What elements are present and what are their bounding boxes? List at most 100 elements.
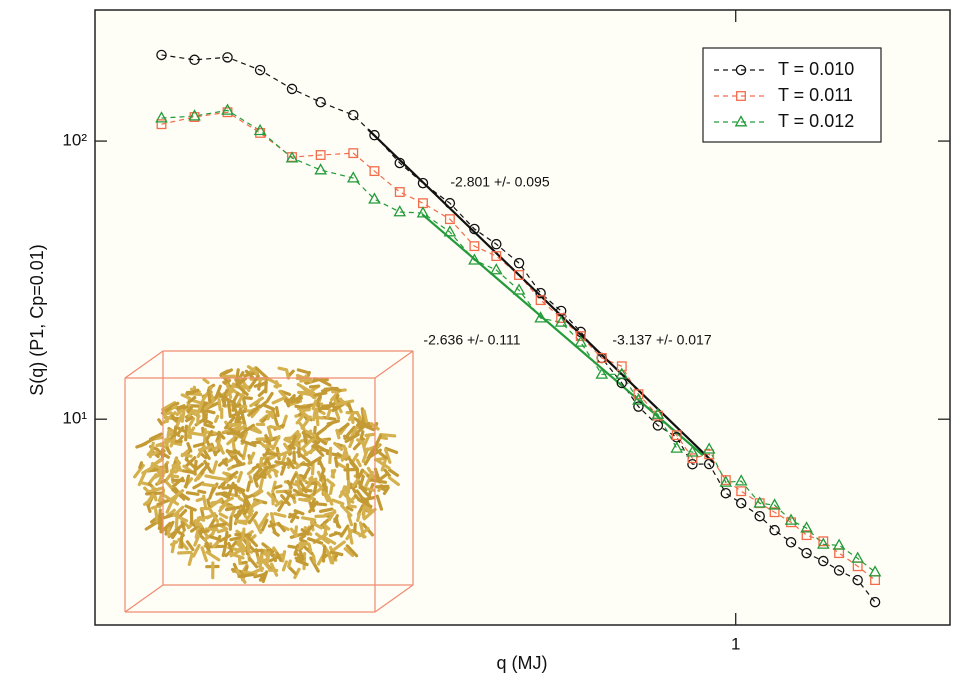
inset-strand — [290, 434, 297, 448]
inset-strand — [164, 463, 169, 473]
point — [670, 441, 684, 453]
inset-strand — [240, 413, 247, 428]
inset-strand — [379, 433, 397, 438]
x-tick-label: 1 — [731, 634, 740, 653]
inset-strand — [293, 567, 301, 580]
point — [574, 335, 588, 347]
inset-strand — [305, 437, 315, 445]
point — [444, 197, 456, 209]
inset-strand — [180, 521, 186, 532]
inset-strand — [273, 512, 287, 518]
inset-strand — [361, 496, 376, 502]
point — [155, 111, 168, 123]
inset-strand — [211, 460, 218, 475]
y-tick-label: 10² — [62, 131, 87, 150]
inset-strand — [294, 556, 304, 562]
inset-strand — [269, 562, 279, 577]
inset-strand — [294, 480, 304, 495]
inset-strand — [313, 391, 328, 397]
inset-strand — [245, 533, 258, 548]
inset-strand — [344, 432, 360, 444]
inset-strand — [224, 416, 236, 430]
inset-strand — [217, 430, 226, 440]
inset-strand — [211, 540, 220, 549]
inset-strand — [300, 462, 313, 467]
inset-strand — [351, 477, 360, 488]
inset-strand — [197, 489, 207, 495]
inset-strand — [303, 429, 320, 439]
inset-strand — [347, 456, 359, 471]
inset-strand — [208, 486, 216, 500]
inset-strand — [228, 515, 233, 531]
inset-strand — [322, 526, 328, 541]
inset-strand — [369, 478, 388, 484]
point — [720, 487, 732, 499]
inset-strand — [223, 530, 229, 545]
inset-strand — [217, 398, 222, 412]
inset-strand — [362, 434, 371, 449]
point — [156, 49, 167, 61]
inset-strand — [222, 458, 229, 467]
inset-strand — [247, 511, 259, 525]
inset-strand — [302, 552, 307, 571]
inset-strand — [138, 461, 144, 470]
inset-strand — [195, 462, 205, 471]
inset-strand — [356, 512, 361, 523]
inset-strand — [316, 480, 324, 490]
point — [314, 163, 327, 175]
inset-strand — [307, 475, 314, 485]
inset-strand — [165, 446, 172, 455]
legend-marker — [734, 115, 748, 127]
inset-strand — [186, 405, 194, 414]
inset-strand — [247, 499, 257, 515]
inset-strand — [296, 382, 313, 394]
inset-strand — [241, 494, 248, 512]
inset-strand — [271, 434, 281, 451]
inset-strand — [332, 540, 346, 552]
inset-strand — [354, 425, 365, 436]
inset-strand — [180, 410, 186, 423]
inset-strand — [313, 445, 325, 457]
point — [632, 393, 645, 405]
inset-image — [124, 350, 414, 613]
inset-strand — [346, 402, 354, 414]
inset-strand — [163, 494, 180, 506]
inset-strand — [245, 535, 251, 553]
inset-strand — [384, 446, 399, 455]
inset-strand — [169, 463, 178, 476]
inset-strand — [231, 402, 242, 410]
inset-strand — [192, 481, 205, 490]
inset-strand — [329, 550, 344, 557]
inset-strand — [346, 513, 354, 527]
inset-strand — [375, 494, 384, 511]
inset-strand — [345, 505, 354, 512]
inset-strand — [194, 527, 200, 539]
inset-strand — [343, 425, 356, 440]
inset-strand — [266, 452, 280, 457]
inset-strand — [316, 402, 322, 413]
inset-strand — [257, 512, 270, 529]
inset-strand — [314, 415, 325, 420]
inset-strand — [236, 537, 245, 545]
point — [769, 507, 780, 518]
inset-strand — [225, 383, 233, 399]
point — [768, 498, 781, 510]
inset-strand — [300, 415, 312, 430]
inset-strand — [364, 470, 375, 488]
inset-strand — [203, 412, 208, 425]
point — [393, 205, 407, 217]
inset-strand — [173, 505, 185, 517]
inset-strand — [216, 527, 229, 534]
inset-strand — [169, 489, 185, 502]
inset-strand — [348, 504, 357, 509]
inset-strand — [235, 508, 244, 520]
point — [369, 166, 380, 177]
inset-strand — [157, 493, 163, 503]
inset-strand — [260, 557, 271, 570]
inset-strand — [156, 498, 172, 507]
inset-strand — [276, 521, 286, 533]
inset-strand — [185, 540, 195, 552]
inset-strand — [323, 386, 339, 391]
inset-strand — [207, 506, 219, 523]
inset-strand — [150, 450, 159, 457]
